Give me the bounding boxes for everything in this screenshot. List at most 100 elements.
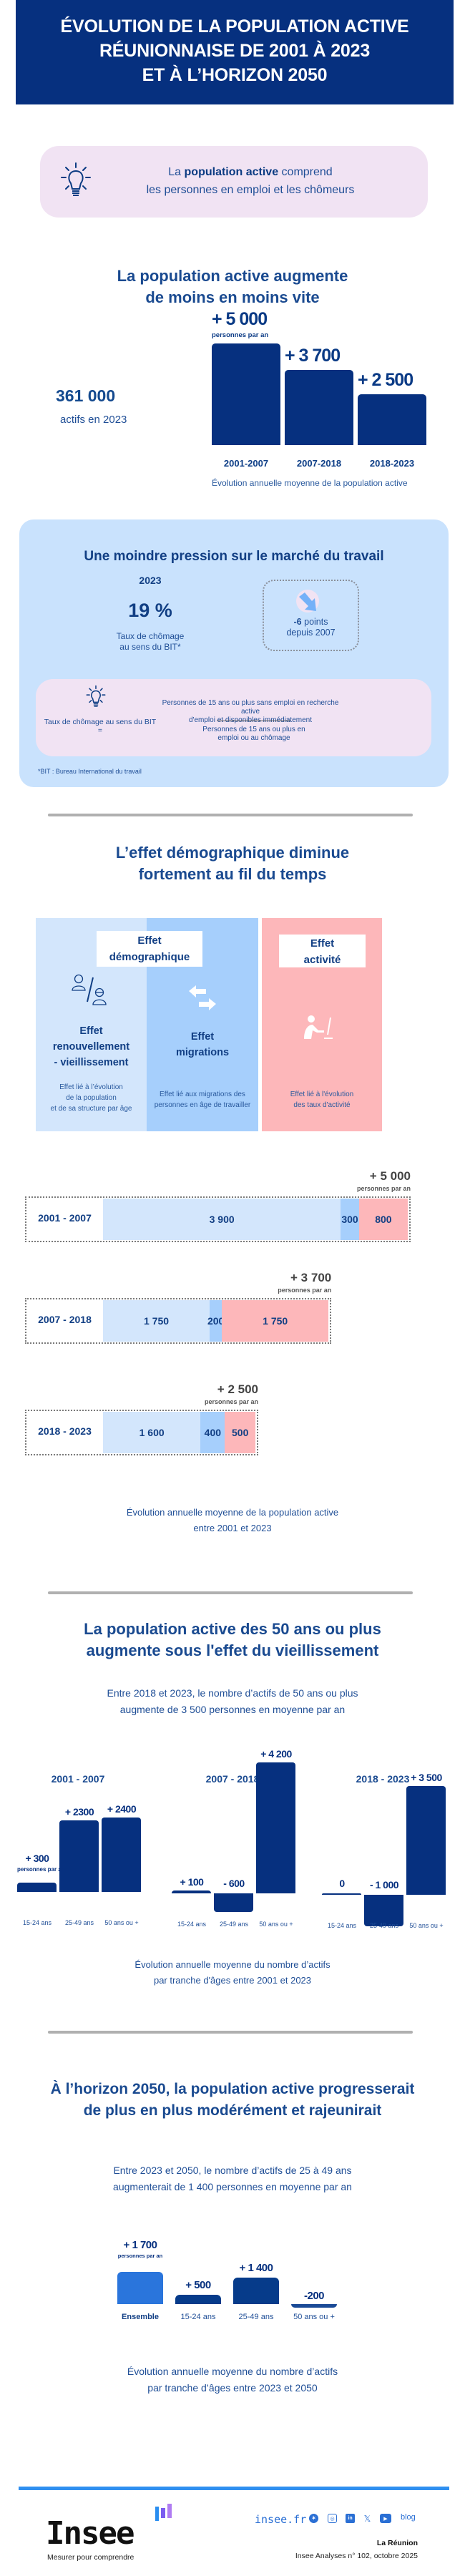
section4-intro: Entre 2023 et 2050, le nombre d’actifs d…	[113, 2165, 352, 2192]
swap-arrows-icon	[189, 985, 216, 1010]
age-bar-value: + 100	[180, 1875, 204, 1888]
stacked-bar-frame	[25, 1410, 258, 1455]
age-bar-25-49 ans	[214, 1893, 253, 1913]
section1-title: La population active augmente de moins e…	[117, 267, 348, 306]
section3-title: La population active des 50 ans ou plus …	[84, 1620, 381, 1659]
stacked-segment-2: 300	[341, 1199, 359, 1240]
projection-bar-Ensemble	[117, 2272, 163, 2304]
insee-website-link[interactable]: insee.fr	[255, 2513, 307, 2526]
section-divider	[48, 1591, 413, 1594]
youtube-icon[interactable]: ▶	[380, 2514, 391, 2523]
age-bar-value: + 3 500	[411, 1771, 442, 1783]
chart3-caption: Évolution annuelle moyenne du nombre d’a…	[134, 1959, 331, 1986]
section2-title: L’effet démographique diminue fortement …	[115, 844, 350, 883]
bar-value-label: + 5 000	[212, 309, 268, 329]
period-title: 2018 - 2023	[356, 1773, 410, 1785]
age-bar-category: 25-49 ans	[64, 1919, 94, 1926]
blog-link[interactable]: blog	[401, 2513, 416, 2522]
age-bar-50 ans ou +	[406, 1785, 446, 1895]
total-active-value: 361 000	[56, 386, 116, 405]
age-bar-category: 15-24 ans	[177, 1921, 207, 1928]
age-bar-25-49 ans	[59, 1820, 99, 1892]
projection-bar-50 ans ou +	[291, 2304, 337, 2308]
bar-category-label: 2018-2023	[369, 458, 415, 469]
age-bar-50 ans ou +	[256, 1762, 295, 1893]
title-line-1: ÉVOLUTION DE LA POPULATION ACTIVE	[60, 16, 409, 36]
projection-bar-value: + 500	[185, 2278, 211, 2291]
insee-logo[interactable]: Insee	[46, 2515, 134, 2552]
x-icon[interactable]: 𝕏	[363, 2513, 371, 2524]
age-bar-15-24 ans	[172, 1890, 211, 1893]
stacked-segment-2: 200	[207, 1300, 224, 1342]
bit-numerator: Personnes de 15 ans ou plus sans emploi …	[162, 699, 339, 724]
stacked-bar-period: 2018 - 2023	[38, 1425, 92, 1437]
stacked-bar-period: 2007 - 2018	[38, 1314, 92, 1325]
logo-bars-icon	[155, 2504, 172, 2521]
bar-2001-2007	[212, 343, 280, 445]
age-bar-value: - 1 000	[369, 1879, 399, 1890]
group-label-demographic: Effet démographique	[97, 931, 202, 967]
stacked-total-label: + 2 500	[217, 1382, 258, 1396]
section-divider	[48, 814, 413, 816]
age-bar-category: 50 ans ou +	[104, 1919, 139, 1926]
lightbulb-icon	[86, 685, 106, 707]
bar-2018-2023	[358, 394, 426, 445]
age-bar-50 ans ou +	[102, 1817, 141, 1892]
projection-bar-category: 25-49 ans	[238, 2313, 274, 2321]
projection-bar-25-49 ans	[233, 2278, 279, 2304]
projection-bar-category: Ensemble	[122, 2313, 159, 2321]
arrow-down-right-icon	[299, 592, 316, 611]
age-bar-category: 50 ans ou +	[409, 1922, 444, 1929]
footer-publication: Insee Analyses n° 102, octobre 2025	[295, 2552, 418, 2560]
section3-intro: Entre 2018 et 2023, le nombre d’actifs d…	[107, 1687, 358, 1715]
unemployment-rate: 19 %	[128, 600, 172, 621]
bar-unit-label: personnes par an	[212, 331, 269, 339]
stacked-segment-1: 3 900	[103, 1199, 341, 1240]
lightbulb-icon	[61, 162, 91, 196]
logo-tagline: Mesurer pour comprendre	[47, 2553, 134, 2562]
chart1-caption: Évolution annuelle moyenne de la populat…	[212, 478, 408, 488]
effect-renewal-description: Effet lié à l’évolution de la population…	[50, 1083, 132, 1113]
projection-bar-value: -200	[303, 2290, 325, 2302]
bar-category-label: 2001-2007	[223, 458, 269, 469]
stacked-unit-label: personnes par an	[204, 1398, 258, 1405]
stacked-total-label: + 5 000	[369, 1169, 411, 1183]
stacked-segment-1: 1 750	[103, 1300, 210, 1342]
bar-value-label: + 3 700	[285, 345, 341, 366]
bluesky-icon[interactable]: ✶	[309, 2514, 318, 2523]
bit-footnote: *BIT : Bureau International du travail	[38, 768, 142, 775]
title-line-2: RÉUNIONNAISE DE 2001 À 2023	[99, 41, 371, 61]
stacked-segment-3: 500	[225, 1412, 255, 1453]
projection-bar-category: 50 ans ou +	[293, 2313, 335, 2321]
stacked-bar-frame	[25, 1196, 411, 1242]
stacked-segment-1: 1 600	[103, 1412, 201, 1453]
effect-migration-description: Effet lié aux migrations des personnes e…	[154, 1091, 251, 1109]
age-bar-value: - 600	[223, 1878, 245, 1889]
group-label-activity: Effet activité	[279, 935, 366, 967]
unemployment-change-box	[263, 580, 359, 651]
age-bar-25-49 ans	[364, 1895, 403, 1926]
person-at-computer-icon	[304, 1015, 333, 1039]
linkedin-icon[interactable]: in	[346, 2514, 355, 2523]
instagram-icon[interactable]: ◎	[328, 2514, 337, 2523]
total-active-label: actifs en 2023	[60, 414, 127, 426]
young-old-people-icon	[72, 974, 107, 1005]
effect-activity-description: Effet lié à l'évolution des taux d'activ…	[290, 1091, 354, 1109]
age-bar-category: 50 ans ou +	[259, 1921, 293, 1928]
footer-region: La Réunion	[376, 2539, 418, 2547]
stacked-total-label: + 3 700	[290, 1271, 332, 1284]
period-title: 2001 - 2007	[51, 1773, 105, 1785]
period-title: 2007 - 2018	[205, 1773, 260, 1785]
projection-bar-15-24 ans	[175, 2294, 221, 2304]
stacked-segment-3: 1 750	[222, 1300, 329, 1342]
age-bar-15-24 ans	[17, 1882, 57, 1892]
stacked-bar-frame	[25, 1298, 332, 1344]
age-bar-value: + 300	[25, 1852, 49, 1864]
projection-bar-value: + 1 700	[123, 2239, 157, 2252]
age-bar-value: + 2400	[107, 1802, 137, 1815]
unemployment-rate-label: Taux de chômage au sens du BIT*	[116, 631, 185, 652]
unemployment-year: 2023	[139, 575, 162, 586]
unemployment-title: Une moindre pression sur le marché du tr…	[84, 549, 384, 564]
section4-title: À l’horizon 2050, la population active p…	[50, 2081, 415, 2119]
stacked-unit-label: personnes par an	[278, 1287, 332, 1294]
